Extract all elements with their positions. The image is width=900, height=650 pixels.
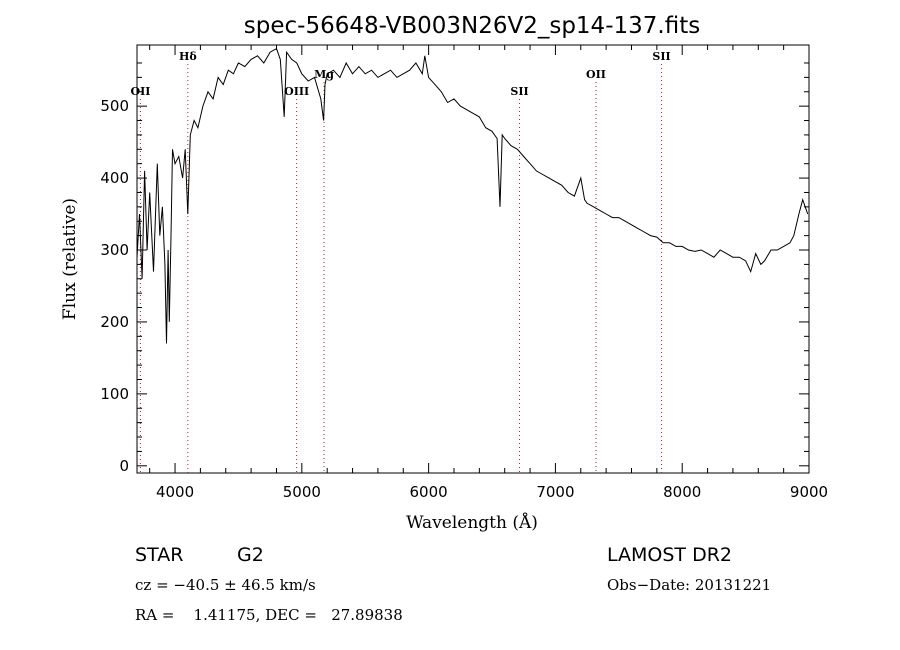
y-tick-label: 500 (100, 97, 129, 115)
chart-title: spec-56648-VB003N26V2_sp14-137.fits (244, 13, 700, 39)
x-tick-label: 8000 (663, 483, 701, 501)
object-class: STAR (135, 544, 183, 566)
x-tick-label: 5000 (283, 483, 321, 501)
coordinates: RA = 1.41175, DEC = 27.89838 (135, 606, 403, 624)
survey-name: LAMOST DR2 (607, 544, 732, 566)
x-tick-label: 6000 (410, 483, 448, 501)
redshift-value: cz = −40.5 ± 46.5 km/s (135, 576, 316, 594)
y-axis-label: Flux (relative) (60, 198, 80, 320)
y-tick-label: 200 (100, 313, 129, 331)
spectral-line-label: SII (652, 50, 670, 63)
x-axis-label: Wavelength (Å) (406, 512, 538, 533)
spectral-line-label: SII (510, 85, 528, 98)
y-tick-label: 0 (119, 457, 129, 475)
plot-frame (136, 44, 810, 474)
y-tick-label: 400 (100, 169, 129, 187)
x-tick-label: 4000 (156, 483, 194, 501)
spectral-line-label: Mg (314, 68, 334, 81)
obs-date: Obs−Date: 20131221 (607, 576, 771, 594)
spectrum-series-line (136, 47, 809, 344)
x-tick-label: 7000 (536, 483, 574, 501)
y-tick-label: 300 (100, 241, 129, 259)
spectral-line-label: OIII (284, 85, 309, 98)
spectral-line-label: Hδ (179, 50, 197, 63)
spectral-line-label: OII (586, 68, 606, 81)
axis-ticks: 4000 5000 6000 7000 8000 9000 0 100 200 300 400 500 (100, 45, 828, 501)
object-subclass: G2 (237, 544, 264, 566)
x-tick-label: 9000 (790, 483, 828, 501)
y-tick-label: 100 (100, 385, 129, 403)
